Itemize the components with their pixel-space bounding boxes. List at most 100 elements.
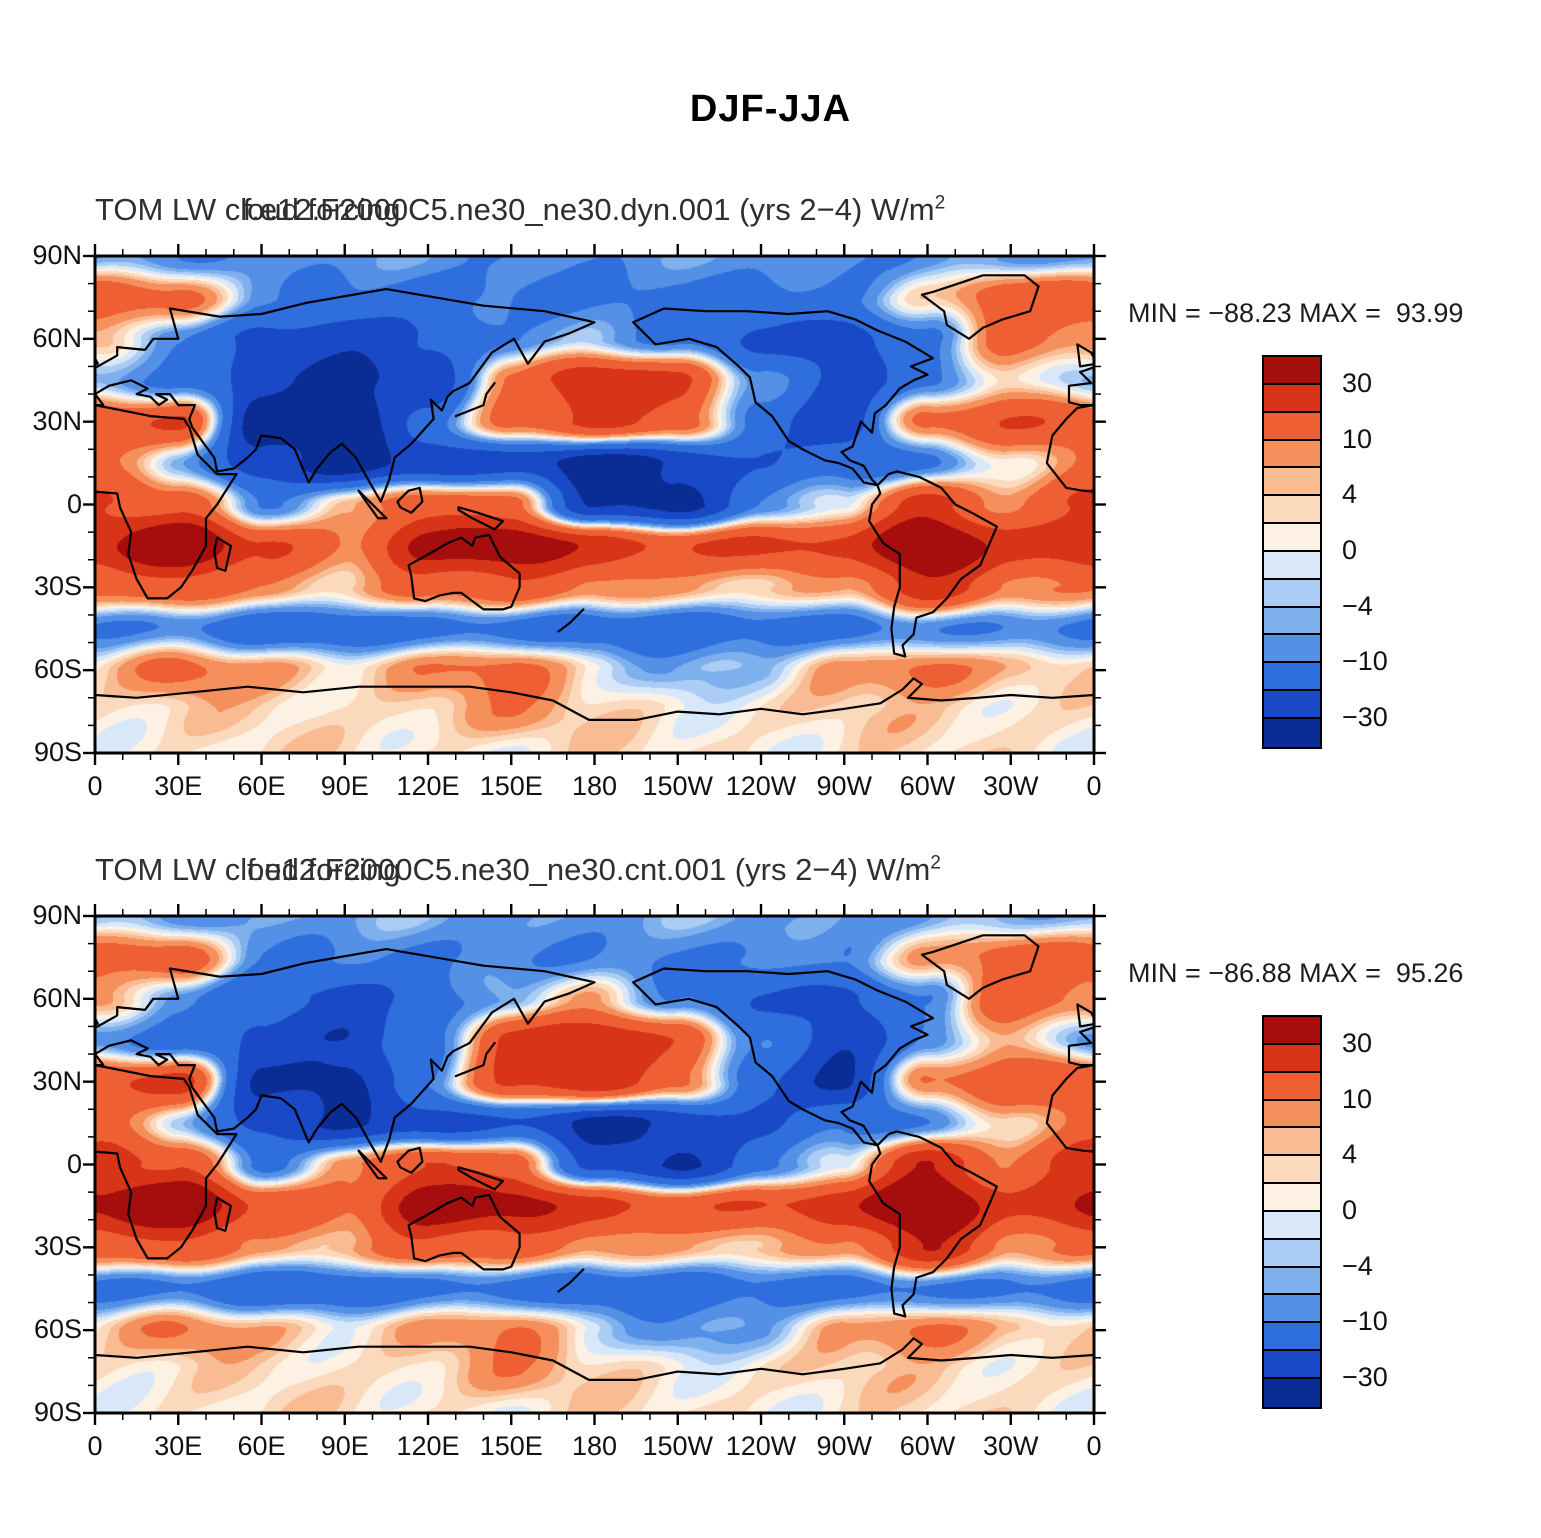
colorbar-cell (1264, 663, 1320, 692)
colorbar-cell (1264, 384, 1320, 413)
colorbar-cell (1264, 1378, 1320, 1407)
x-tick-label: 90E (320, 771, 369, 801)
colorbar-cell (1264, 1211, 1320, 1240)
colorbar-tick-label: −30 (1342, 1362, 1388, 1393)
y-tick-label: 90S (33, 1397, 82, 1427)
y-tick-label: 60N (32, 322, 82, 353)
colorbar-cell (1264, 524, 1320, 552)
plot-frame (93, 254, 1096, 755)
coastline (920, 274, 1040, 340)
coastline (1076, 343, 1094, 368)
coastline (1397, 1148, 1422, 1173)
y-tick-label: 30N (32, 405, 82, 436)
x-tick-label: 120W (725, 1431, 797, 1461)
coastline (213, 1196, 233, 1232)
coastline (1213, 1198, 1230, 1231)
y-tick-label: 60S (33, 654, 82, 685)
x-tick-label: 30W (982, 1431, 1039, 1461)
coastline (95, 1064, 238, 1260)
map-overlay (83, 244, 1106, 765)
colorbar-tick-label: 4 (1342, 1139, 1358, 1170)
x-tick-label: 30E (154, 1431, 203, 1461)
colorbar-cell (1264, 1044, 1320, 1073)
coastline (357, 1149, 388, 1180)
colorbar-tick-label: 4 (1342, 479, 1358, 510)
coastline (213, 536, 233, 572)
panel-title-superscript: 2 (934, 192, 946, 214)
colorbar-cell (1264, 1351, 1320, 1379)
coastline (1458, 1167, 1502, 1189)
colorbar-cell (1264, 1184, 1320, 1212)
panel-title-left: TOM LW cloud forcing (95, 192, 401, 227)
x-tick-label: 120W (725, 771, 797, 801)
x-tick-label: 150E (479, 1431, 543, 1461)
y-tick-label: 90N (32, 900, 82, 930)
map-overlay (83, 904, 1106, 1425)
map-plot (83, 904, 1106, 1425)
panel-title-center-text: f.e12.F2000C5.ne30_ne30.cnt.001 (yrs 2−4… (247, 852, 931, 887)
coastline (632, 967, 935, 1147)
coastline (920, 934, 1040, 1000)
coastline (557, 608, 585, 633)
x-tick-label: 0 (1086, 771, 1102, 801)
coastline (868, 1130, 998, 1318)
panel-top: TOM LW cloud forcing f.e12.F2000C5.ne30_… (0, 190, 1541, 850)
x-tick-label: 90W (816, 1431, 873, 1461)
coastline (1458, 507, 1502, 529)
colorbar-tick-label: −10 (1342, 646, 1388, 677)
coastline (1358, 1151, 1386, 1179)
panel-bottom: TOM LW cloud forcing f.e12.F2000C5.ne30_… (0, 850, 1541, 1510)
coastline (95, 677, 1094, 721)
x-tick-label: 60W (899, 771, 956, 801)
coastline (396, 1146, 424, 1174)
panel-title-center: f.e12.F2000C5.ne30_ne30.cnt.001 (yrs 2−4… (247, 852, 941, 888)
coastline (95, 948, 596, 1163)
y-tick-label: 0 (66, 1148, 82, 1179)
colorbar-cell (1264, 1017, 1320, 1045)
coastline (1213, 538, 1230, 571)
x-tick-label: 180 (571, 1431, 618, 1461)
coastline (557, 1268, 585, 1293)
y-tick-label: 60N (32, 982, 82, 1013)
coastline (407, 1193, 521, 1271)
coastline (1408, 535, 1519, 610)
map-plot (83, 244, 1106, 765)
coastline (457, 1166, 504, 1191)
colorbar-cell (1264, 440, 1320, 469)
colorbar-cell (1264, 468, 1320, 497)
x-tick-label: 0 (87, 1431, 103, 1461)
coastline (95, 404, 238, 600)
coastline (95, 288, 596, 503)
plot-frame (93, 914, 1096, 1415)
figure-title: DJF-JJA (689, 88, 852, 130)
colorbar-cell (1264, 691, 1320, 719)
panel-title-superscript: 2 (930, 852, 941, 874)
colorbar-tick-label: −10 (1342, 1306, 1388, 1337)
coastline (457, 506, 504, 531)
colorbar-cell (1264, 1323, 1320, 1352)
colorbar-tick-label: 0 (1342, 1195, 1358, 1225)
x-tick-label: 60E (237, 771, 286, 801)
x-tick-label: 150W (642, 771, 714, 801)
minmax-label: MIN = −86.88 MAX = 95.26 (1128, 958, 1464, 988)
x-tick-label: 150E (479, 771, 543, 801)
x-tick-label: 90E (320, 1431, 369, 1461)
colorbar-cell (1264, 1156, 1320, 1185)
panel-title-center-text: f.e12.F2000C5.ne30_ne30.dyn.001 (yrs 2−4… (242, 192, 935, 227)
coastlines (95, 934, 1502, 1381)
colorbar-tick-label: 10 (1342, 423, 1373, 454)
colorbar-cell (1264, 1239, 1320, 1268)
y-tick-label: 60S (33, 1314, 82, 1345)
colorbar-cell (1264, 1267, 1320, 1296)
colorbar-tick-label: 30 (1342, 367, 1373, 398)
coastline (396, 486, 424, 514)
colorbar-cell (1264, 1100, 1320, 1129)
y-tick-label: 30N (32, 1065, 82, 1096)
colorbar-cell (1264, 412, 1320, 441)
coastline (407, 533, 521, 611)
panel-title-center: f.e12.F2000C5.ne30_ne30.dyn.001 (yrs 2−4… (243, 192, 946, 228)
coastline (357, 489, 388, 520)
colorbar-cell (1264, 1295, 1320, 1324)
contour-map-canvas (95, 916, 1094, 1413)
